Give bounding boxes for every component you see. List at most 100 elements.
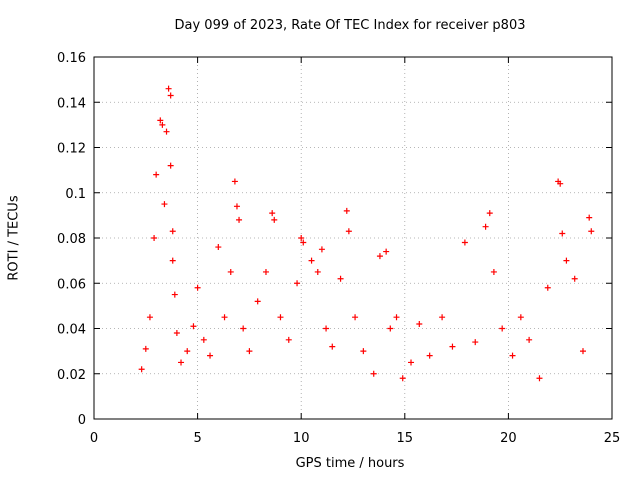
data-point: [240, 325, 247, 332]
data-point: [544, 284, 551, 291]
data-point: [227, 268, 234, 275]
data-point: [399, 375, 406, 382]
data-point: [169, 257, 176, 264]
data-point: [318, 246, 325, 253]
data-point: [271, 216, 278, 223]
data-point: [461, 239, 468, 246]
grid-lines: [94, 57, 612, 419]
data-point: [138, 366, 145, 373]
data-point: [449, 343, 456, 350]
data-point: [588, 228, 595, 235]
data-point: [207, 352, 214, 359]
data-point: [233, 203, 240, 210]
data-point: [153, 171, 160, 178]
data-point: [178, 359, 185, 366]
data-point: [557, 180, 564, 187]
y-tick-label: 0.08: [57, 232, 86, 247]
data-point: [571, 275, 578, 282]
data-point: [171, 291, 178, 298]
data-point: [559, 230, 566, 237]
plot-frame: [93, 56, 613, 420]
data-point: [490, 268, 497, 275]
data-point: [393, 314, 400, 321]
y-tick-label: 0.14: [57, 96, 86, 111]
data-point: [314, 268, 321, 275]
x-tick-label: 20: [500, 431, 517, 446]
data-point: [285, 336, 292, 343]
data-point: [526, 336, 533, 343]
y-axis-label: ROTI / TECUs: [6, 195, 22, 281]
y-tick-label: 0.16: [57, 51, 86, 66]
x-axis-label: GPS time / hours: [295, 456, 405, 471]
data-point: [167, 162, 174, 169]
y-tick-label: 0.1: [65, 187, 86, 202]
data-point: [426, 352, 433, 359]
x-tick-label: 15: [397, 431, 414, 446]
data-point: [298, 235, 305, 241]
data-point: [370, 370, 377, 377]
data-point: [159, 121, 166, 128]
data-point: [167, 92, 174, 99]
data-point: [499, 325, 506, 332]
data-point: [360, 348, 367, 355]
y-tick-label: 0.06: [57, 277, 86, 292]
data-point: [345, 228, 352, 235]
data-point: [246, 348, 253, 355]
data-point: [376, 253, 383, 260]
data-point: [221, 314, 228, 321]
y-tick-label: 0.04: [57, 323, 86, 338]
data-point: [343, 207, 350, 214]
data-point: [383, 248, 390, 255]
axes: [93, 56, 613, 420]
chart-title: Day 099 of 2023, Rate Of TEC Index for r…: [174, 18, 526, 33]
tick-labels: 0 0.02 0.04 0.06 0.08 0.1 0.12 0.14 0.16 0 5 10 15 20…: [57, 51, 620, 446]
data-point: [163, 128, 170, 135]
data-point: [387, 325, 394, 332]
data-point: [308, 257, 315, 264]
data-point: [294, 280, 301, 287]
data-point: [161, 201, 168, 208]
data-points: [138, 85, 595, 382]
x-tick-label: 0: [90, 431, 98, 446]
x-tick-label: 25: [604, 431, 621, 446]
data-point: [563, 257, 570, 264]
data-point: [486, 210, 493, 217]
data-point: [200, 336, 207, 343]
data-point: [579, 348, 586, 355]
data-point: [190, 323, 197, 330]
data-point: [509, 352, 516, 359]
data-point: [439, 314, 446, 321]
data-point: [194, 284, 201, 291]
x-tick-label: 5: [193, 431, 201, 446]
data-point: [536, 375, 543, 382]
data-point: [337, 275, 344, 282]
y-tick-label: 0: [78, 413, 86, 428]
data-point: [408, 359, 415, 366]
data-point: [146, 314, 153, 321]
data-point: [352, 314, 359, 321]
x-tick-label: 10: [293, 431, 310, 446]
data-point: [184, 348, 191, 355]
y-tick-label: 0.02: [57, 368, 86, 383]
data-point: [231, 178, 238, 185]
data-point: [416, 320, 423, 327]
data-point: [586, 214, 593, 221]
data-point: [277, 314, 284, 321]
data-point: [262, 268, 269, 275]
data-point: [165, 85, 172, 92]
data-point: [142, 345, 149, 352]
data-point: [300, 239, 307, 246]
data-point: [169, 228, 176, 235]
data-point: [482, 223, 489, 230]
y-tick-label: 0.12: [57, 142, 86, 157]
data-point: [329, 343, 336, 350]
data-point: [323, 325, 330, 332]
data-point: [157, 117, 164, 124]
data-point: [269, 210, 276, 217]
data-point: [254, 298, 261, 305]
data-point: [215, 244, 222, 251]
data-point: [236, 216, 243, 223]
data-point: [472, 339, 479, 346]
data-point: [173, 330, 180, 337]
